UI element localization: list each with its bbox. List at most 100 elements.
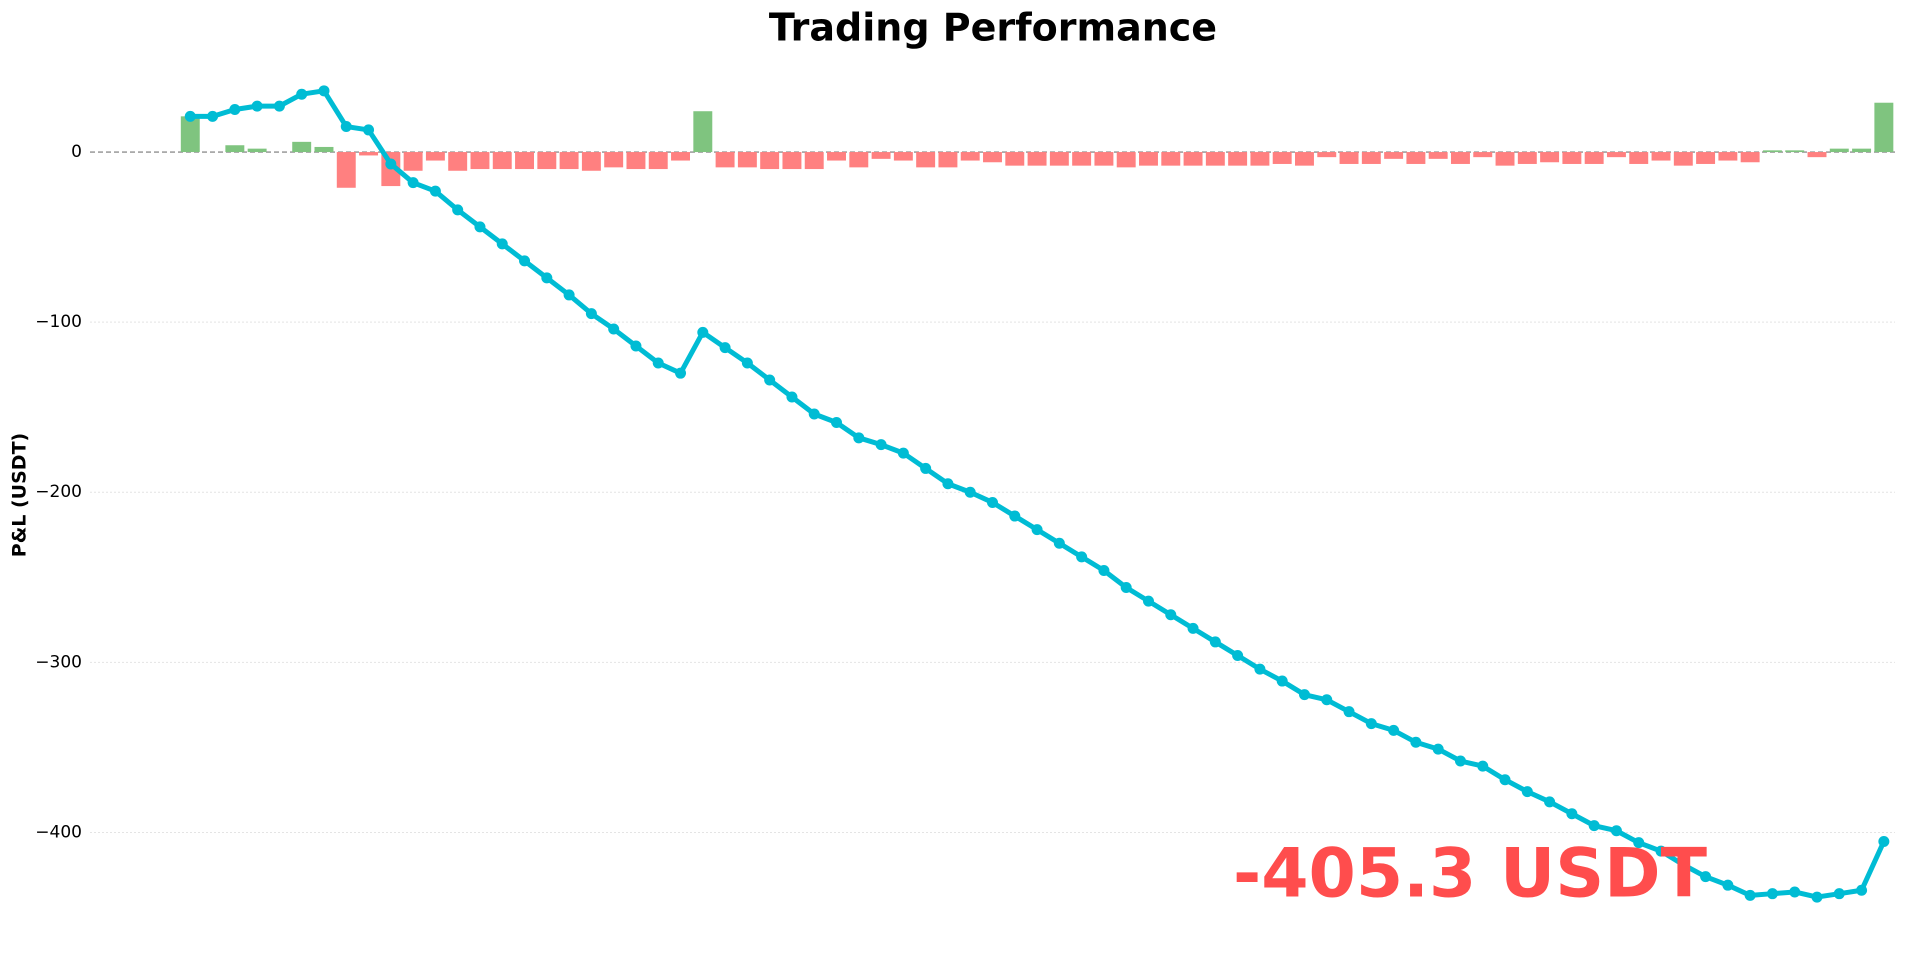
- bar: [893, 152, 913, 161]
- point: [474, 221, 486, 233]
- point: [1365, 718, 1377, 730]
- bar: [1183, 152, 1203, 166]
- point: [563, 289, 575, 301]
- bar: [1473, 152, 1493, 158]
- line: [190, 88, 1887, 900]
- bar: [604, 152, 624, 168]
- point: [1789, 886, 1801, 898]
- bar: [1807, 152, 1827, 158]
- bar: [782, 152, 802, 170]
- point: [251, 100, 263, 112]
- bar: [1205, 152, 1225, 166]
- bar: [403, 152, 423, 171]
- point: [808, 408, 820, 420]
- point: [741, 357, 753, 369]
- point: [1031, 524, 1043, 536]
- bar: [916, 152, 936, 168]
- point: [585, 308, 597, 320]
- y-tick-label: −200: [35, 482, 82, 502]
- bar: [336, 152, 356, 188]
- bar: [1606, 152, 1626, 158]
- bar: [1094, 152, 1114, 166]
- bar: [515, 152, 535, 170]
- bar: [715, 152, 735, 168]
- bar: [1317, 152, 1337, 158]
- bar: [1495, 152, 1515, 166]
- bar: [1406, 152, 1426, 164]
- bar: [1517, 152, 1537, 164]
- point: [1009, 510, 1021, 522]
- y-tick-label: −100: [35, 312, 82, 332]
- point: [1610, 825, 1622, 837]
- bar: [1874, 102, 1894, 153]
- y-axis-label: P&L (USDT): [9, 433, 31, 557]
- bar: [470, 152, 490, 170]
- bar: [1450, 152, 1470, 164]
- bar: [960, 152, 980, 161]
- point: [652, 357, 664, 369]
- point: [1432, 743, 1444, 755]
- chart-title: Trading Performance: [769, 6, 1217, 50]
- bar: [559, 152, 579, 170]
- annotation: -405.3 USDT: [1233, 835, 1708, 914]
- bar: [1228, 152, 1248, 166]
- point: [719, 342, 731, 354]
- point: [363, 124, 375, 136]
- bar: [1673, 152, 1693, 166]
- bar: [1629, 152, 1649, 164]
- point: [942, 478, 954, 490]
- bar: [671, 152, 690, 161]
- point: [608, 323, 620, 335]
- bar: [849, 152, 869, 168]
- point: [1521, 786, 1533, 798]
- point: [1254, 663, 1266, 675]
- bar: [1562, 152, 1582, 164]
- point: [296, 88, 308, 100]
- y-tick-label: 0: [71, 142, 82, 162]
- point: [853, 432, 865, 444]
- point: [1677, 859, 1689, 871]
- bar: [581, 152, 601, 171]
- point: [318, 85, 330, 97]
- point: [1053, 537, 1065, 549]
- bar: [1540, 152, 1560, 163]
- bar: [804, 152, 824, 170]
- point: [1833, 888, 1845, 900]
- bar: [871, 152, 891, 159]
- point: [786, 391, 798, 403]
- bar: [1339, 152, 1359, 164]
- bar: [1361, 152, 1381, 164]
- point: [184, 110, 196, 122]
- bar: [1584, 152, 1604, 164]
- point: [1165, 609, 1177, 621]
- bar: [1116, 152, 1136, 168]
- bar: [537, 152, 557, 170]
- bar: [1785, 150, 1805, 153]
- point: [1276, 675, 1288, 687]
- point: [1388, 724, 1400, 736]
- point: [340, 121, 352, 133]
- bar: [626, 152, 646, 170]
- point: [1811, 891, 1823, 903]
- bar: [983, 152, 1002, 163]
- point: [1098, 564, 1110, 576]
- bar: [1696, 152, 1716, 164]
- point: [1856, 884, 1868, 896]
- point: [764, 374, 776, 386]
- bar: [1250, 152, 1270, 166]
- bar: [1651, 152, 1671, 161]
- point: [519, 255, 531, 267]
- bar: [1295, 152, 1314, 166]
- point: [675, 367, 687, 379]
- bar: [225, 145, 245, 153]
- point: [229, 104, 241, 116]
- point: [207, 110, 219, 122]
- point: [407, 177, 419, 189]
- point: [920, 462, 932, 474]
- point: [1343, 706, 1355, 718]
- point: [1700, 871, 1712, 883]
- bar: [1161, 152, 1181, 166]
- bar: [247, 148, 267, 153]
- point: [385, 158, 397, 170]
